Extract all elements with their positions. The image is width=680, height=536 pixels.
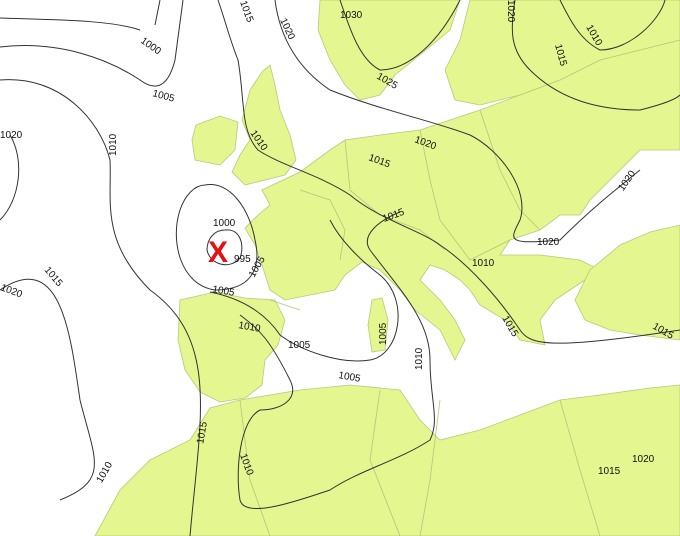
isobar-label: 1020: [0, 282, 24, 300]
border-line: [559, 399, 601, 536]
isobar-label: 1010: [472, 258, 495, 269]
land-baltic-north: [444, 0, 680, 106]
border-line: [299, 189, 346, 261]
isobar-label: 1020: [616, 168, 638, 193]
isobar-label: 1020: [505, 0, 516, 23]
land-turkey: [574, 224, 680, 341]
isobar-label: 1000: [213, 218, 236, 229]
isobar-line: [0, 0, 184, 87]
isobar-label: 1010: [108, 133, 119, 156]
border-line: [369, 389, 401, 536]
isobar-label: 1020: [537, 237, 560, 248]
land-ireland: [191, 115, 239, 166]
isobar-line: [206, 229, 243, 266]
land-corsica-sardinia: [367, 297, 389, 353]
isobar-label: 1015: [598, 466, 621, 477]
low-pressure-marker-icon: X: [208, 236, 228, 269]
isobar-label: 1005: [378, 322, 389, 345]
isobar-label: 1030: [340, 10, 363, 21]
land-north-africa: [94, 384, 680, 536]
isobar-line: [209, 219, 399, 362]
border-line: [419, 399, 441, 536]
land-masses: [94, 0, 680, 536]
isobar-line: [274, 0, 641, 243]
isobar-label: 1000: [138, 35, 163, 57]
border-line: [269, 299, 301, 311]
isobar-line: [0, 134, 20, 221]
isobar-line: [237, 211, 435, 509]
isobar-label: 1010: [237, 320, 261, 335]
isobar-label: 1005: [337, 370, 361, 385]
land-great-britain: [231, 64, 297, 186]
isobar-line: [339, 0, 461, 71]
isobar-label: 1020: [277, 17, 297, 42]
isobar-line: [0, 0, 161, 31]
border-line: [239, 399, 271, 536]
isobar-line: [0, 79, 201, 536]
border-line: [419, 129, 511, 261]
isobar-line: [175, 184, 258, 291]
isobar-label: 1010: [95, 460, 116, 485]
isobar-label: 1020: [0, 130, 23, 141]
isobar-label: 1015: [195, 420, 210, 444]
isobar-label: 1020: [632, 454, 655, 465]
isobar-label: 1010: [414, 347, 425, 370]
isobar-line: [217, 0, 680, 344]
low-center-value: 995: [234, 254, 251, 265]
isobar-line: [559, 0, 666, 51]
isobar-label: 1015: [237, 0, 255, 24]
isobar-label: 1005: [151, 88, 176, 104]
land-iberia: [177, 291, 286, 403]
isobar-line: [0, 278, 95, 501]
border-line: [479, 109, 541, 231]
isobar-label: 1005: [288, 340, 311, 351]
isobar-line: [511, 0, 680, 111]
land-scandinavia: [317, 0, 461, 101]
isobar-label: 1005: [211, 284, 235, 299]
